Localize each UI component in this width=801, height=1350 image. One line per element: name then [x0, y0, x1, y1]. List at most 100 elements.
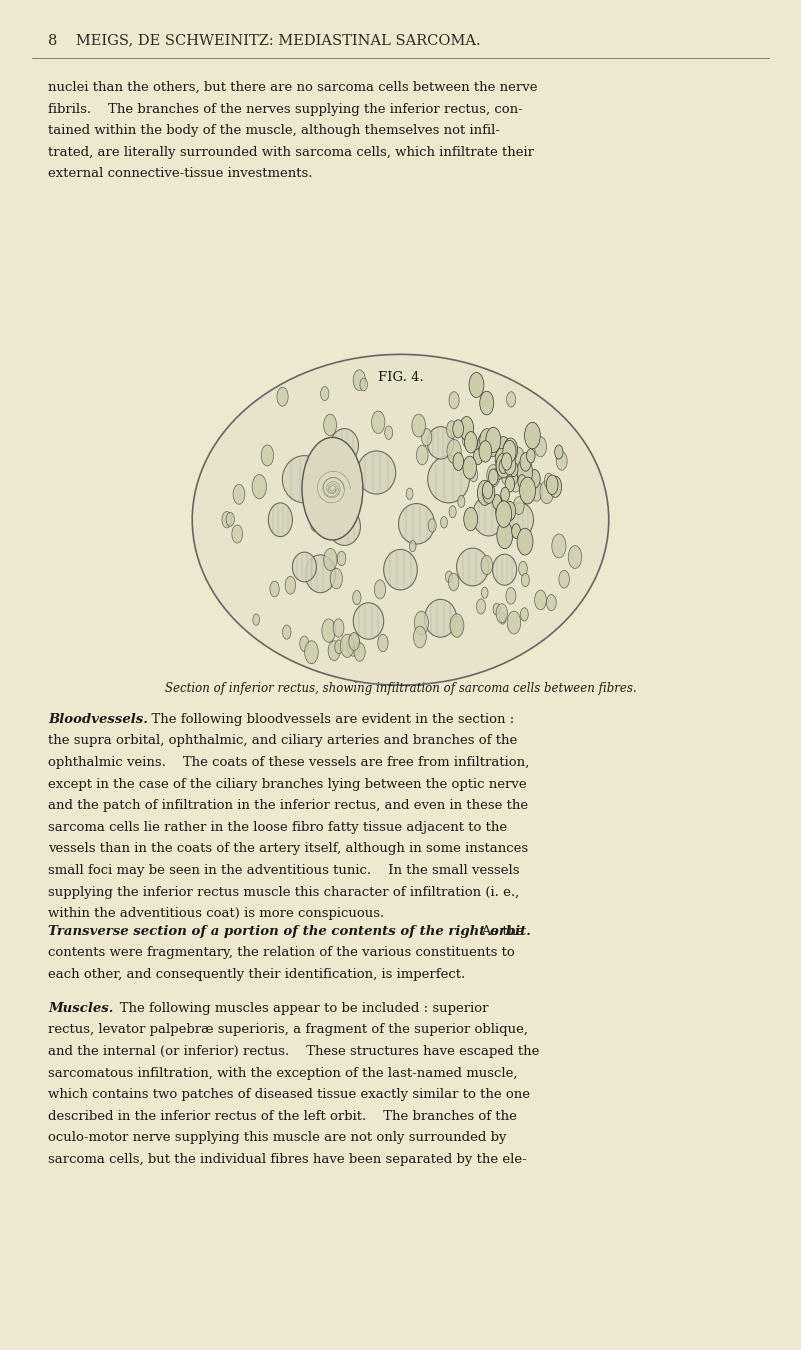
Text: described in the inferior rectus of the left orbit.    The branches of the: described in the inferior rectus of the …: [48, 1110, 517, 1123]
Text: sarcoma cells, but the individual fibres have been separated by the ele-: sarcoma cells, but the individual fibres…: [48, 1153, 527, 1166]
Circle shape: [493, 494, 501, 509]
Circle shape: [320, 386, 329, 401]
Text: rectus, levator palpebræ superioris, a fragment of the superior oblique,: rectus, levator palpebræ superioris, a f…: [48, 1023, 528, 1037]
Circle shape: [406, 489, 413, 500]
Circle shape: [520, 477, 536, 504]
Circle shape: [504, 455, 516, 475]
Circle shape: [451, 617, 463, 636]
Text: and the patch of infiltration in the inferior rectus, and even in these the: and the patch of infiltration in the inf…: [48, 799, 528, 813]
Circle shape: [496, 501, 512, 528]
Circle shape: [270, 582, 280, 597]
Circle shape: [453, 452, 464, 471]
Text: trated, are literally surrounded with sarcoma cells, which infiltrate their: trated, are literally surrounded with sa…: [48, 146, 534, 159]
Circle shape: [347, 633, 360, 656]
Circle shape: [512, 447, 525, 468]
Circle shape: [554, 446, 563, 459]
Circle shape: [521, 608, 529, 621]
Circle shape: [469, 373, 484, 397]
Circle shape: [253, 614, 260, 625]
Text: supplying the inferior rectus muscle this character of infiltration (i. e.,: supplying the inferior rectus muscle thi…: [48, 886, 519, 899]
Circle shape: [495, 464, 504, 479]
Circle shape: [502, 472, 509, 485]
Text: each other, and consequently their identification, is imperfect.: each other, and consequently their ident…: [48, 968, 465, 981]
Text: 8    MEIGS, DE SCHWEINITZ: MEDIASTINAL SARCOMA.: 8 MEIGS, DE SCHWEINITZ: MEDIASTINAL SARC…: [48, 34, 481, 47]
Circle shape: [429, 518, 437, 532]
Circle shape: [506, 587, 516, 605]
Circle shape: [479, 440, 492, 462]
Circle shape: [530, 481, 542, 501]
Circle shape: [519, 562, 527, 576]
Text: small foci may be seen in the adventitious tunic.    In the small vessels: small foci may be seen in the adventitio…: [48, 864, 520, 878]
Circle shape: [499, 446, 514, 470]
Circle shape: [445, 571, 453, 583]
Circle shape: [324, 489, 331, 500]
Circle shape: [487, 464, 500, 487]
Ellipse shape: [268, 504, 292, 537]
Circle shape: [324, 414, 336, 436]
Ellipse shape: [508, 504, 533, 537]
Circle shape: [226, 513, 235, 526]
Circle shape: [322, 618, 336, 643]
Circle shape: [465, 432, 477, 454]
Circle shape: [505, 477, 514, 493]
Text: The following bloodvessels are evident in the section :: The following bloodvessels are evident i…: [143, 713, 513, 726]
Circle shape: [493, 603, 500, 616]
Circle shape: [480, 392, 493, 414]
Circle shape: [495, 448, 508, 470]
Circle shape: [501, 452, 512, 470]
Circle shape: [544, 474, 553, 489]
Circle shape: [352, 590, 361, 605]
Circle shape: [482, 482, 495, 504]
Circle shape: [517, 459, 533, 486]
Ellipse shape: [305, 555, 336, 593]
Circle shape: [501, 487, 509, 502]
Circle shape: [546, 594, 556, 610]
Text: sarcoma cells lie rather in the loose fibro fatty tissue adjacent to the: sarcoma cells lie rather in the loose fi…: [48, 821, 507, 834]
Circle shape: [473, 448, 483, 464]
Ellipse shape: [283, 456, 327, 504]
Circle shape: [529, 470, 540, 489]
Ellipse shape: [457, 548, 489, 586]
Circle shape: [496, 501, 509, 522]
Circle shape: [506, 392, 516, 408]
Circle shape: [449, 574, 459, 591]
Circle shape: [506, 466, 518, 486]
Ellipse shape: [331, 429, 359, 462]
Text: contents were fragmentary, the relation of the various constituents to: contents were fragmentary, the relation …: [48, 946, 515, 960]
Circle shape: [481, 587, 488, 598]
Circle shape: [517, 528, 533, 555]
Circle shape: [446, 421, 457, 439]
Circle shape: [353, 370, 365, 390]
Circle shape: [449, 392, 459, 409]
Circle shape: [499, 459, 508, 474]
Text: vessels than in the coats of the artery itself, although in some instances: vessels than in the coats of the artery …: [48, 842, 528, 856]
Circle shape: [324, 548, 337, 571]
Circle shape: [568, 545, 582, 568]
Circle shape: [499, 613, 506, 624]
Circle shape: [477, 481, 493, 505]
Circle shape: [505, 501, 516, 521]
Circle shape: [520, 452, 531, 471]
Circle shape: [333, 618, 344, 637]
Circle shape: [304, 641, 318, 664]
Circle shape: [340, 634, 354, 657]
Circle shape: [521, 574, 529, 587]
Circle shape: [277, 387, 288, 406]
Circle shape: [283, 625, 291, 639]
Circle shape: [496, 454, 511, 478]
Text: As the: As the: [469, 925, 524, 938]
Circle shape: [328, 641, 340, 660]
Circle shape: [540, 481, 553, 504]
Circle shape: [497, 456, 509, 474]
Circle shape: [462, 433, 471, 447]
Circle shape: [414, 612, 429, 634]
Text: Muscles.: Muscles.: [48, 1002, 114, 1015]
Circle shape: [496, 458, 505, 472]
Circle shape: [354, 643, 365, 662]
Circle shape: [504, 455, 514, 472]
Circle shape: [335, 640, 343, 653]
Circle shape: [552, 535, 566, 558]
Ellipse shape: [192, 355, 609, 686]
Circle shape: [330, 568, 343, 589]
Circle shape: [348, 633, 360, 651]
